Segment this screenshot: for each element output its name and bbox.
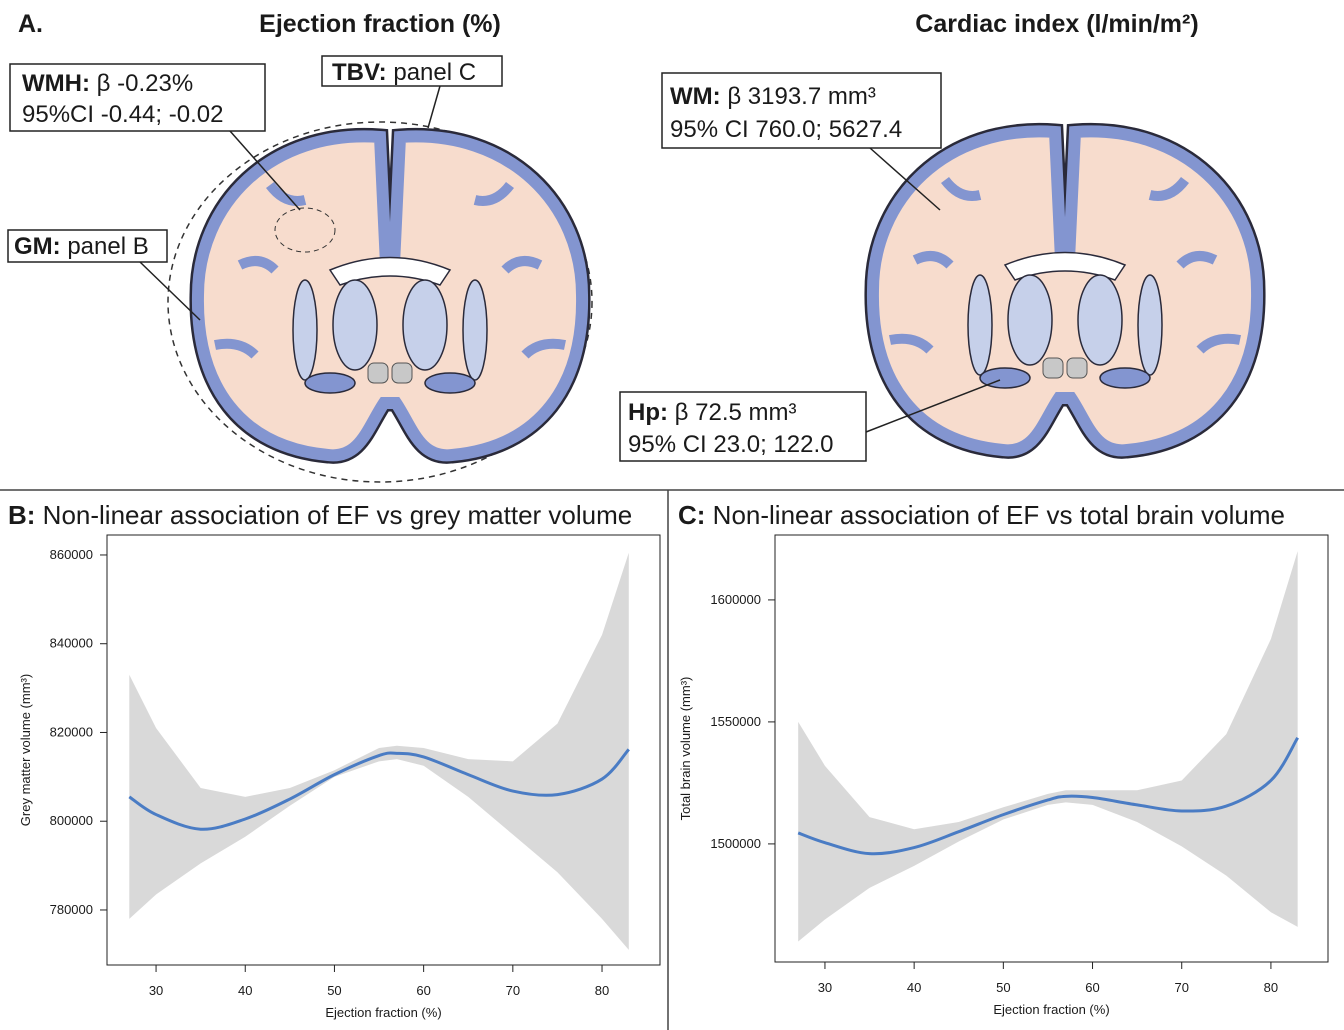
annotation: 95% CI 23.0; 122.0 bbox=[628, 431, 833, 458]
annotation: WM: β 3193.7 mm³ bbox=[670, 83, 876, 110]
annotation: GM: panel B bbox=[14, 233, 149, 260]
title-text: Non-linear association of EF vs total br… bbox=[713, 500, 1285, 530]
x-tick-label: 80 bbox=[1264, 980, 1278, 995]
annotation-boxes bbox=[7, 55, 942, 462]
x-tick-label: 80 bbox=[595, 983, 609, 998]
annotation: TBV: panel C bbox=[332, 59, 476, 86]
x-tick-label: 60 bbox=[1085, 980, 1099, 995]
panel-label: A. bbox=[18, 10, 43, 38]
y-tick-label: 780000 bbox=[50, 902, 93, 917]
annotation: 95%CI -0.44; -0.02 bbox=[22, 101, 223, 128]
y-axis-label: Total brain volume (mm³) bbox=[678, 677, 693, 821]
confidence-band bbox=[129, 552, 629, 950]
wmh-outline bbox=[274, 207, 336, 253]
fit-line bbox=[128, 748, 630, 831]
y-tick-label: 1550000 bbox=[710, 714, 761, 729]
x-tick-label: 60 bbox=[416, 983, 430, 998]
plot-frame bbox=[774, 534, 1329, 963]
panel-label: B: bbox=[8, 500, 35, 530]
panel-title: Ejection fraction (%) bbox=[259, 10, 501, 38]
y-axis-label: Grey matter volume (mm³) bbox=[18, 674, 33, 826]
chart-title: B: Non-linear association of EF vs grey … bbox=[8, 500, 632, 530]
fit-line bbox=[797, 736, 1299, 856]
panel-label: C: bbox=[678, 500, 705, 530]
y-tick-label: 820000 bbox=[50, 724, 93, 739]
brain-diagram bbox=[873, 131, 1257, 450]
y-tick-label: 860000 bbox=[50, 547, 93, 562]
confidence-band bbox=[798, 551, 1298, 942]
leader-lines bbox=[139, 85, 1001, 433]
x-axis-label: Ejection fraction (%) bbox=[993, 1002, 1109, 1017]
x-axis-label: Ejection fraction (%) bbox=[325, 1005, 441, 1020]
tbv-outline bbox=[167, 121, 593, 483]
chart-title: C: Non-linear association of EF vs total… bbox=[678, 500, 1285, 530]
y-tick-label: 1500000 bbox=[710, 836, 761, 851]
plot-frame bbox=[106, 534, 661, 966]
y-tick-label: 1600000 bbox=[710, 592, 761, 607]
title-text: Non-linear association of EF vs grey mat… bbox=[43, 500, 633, 530]
x-tick-label: 50 bbox=[996, 980, 1010, 995]
annotation: 95% CI 760.0; 5627.4 bbox=[670, 116, 902, 143]
annotation: Hp: β 72.5 mm³ bbox=[628, 399, 796, 426]
panel-title: Cardiac index (l/min/m²) bbox=[915, 10, 1198, 38]
x-tick-label: 30 bbox=[818, 980, 832, 995]
y-tick-label: 840000 bbox=[50, 636, 93, 651]
annotation: WMH: β -0.23% bbox=[22, 70, 193, 97]
x-tick-label: 40 bbox=[238, 983, 252, 998]
x-tick-label: 70 bbox=[1174, 980, 1188, 995]
brain-diagram bbox=[198, 136, 582, 455]
x-tick-label: 50 bbox=[327, 983, 341, 998]
x-tick-label: 70 bbox=[506, 983, 520, 998]
x-tick-label: 40 bbox=[907, 980, 921, 995]
y-tick-label: 800000 bbox=[50, 813, 93, 828]
x-tick-label: 30 bbox=[149, 983, 163, 998]
